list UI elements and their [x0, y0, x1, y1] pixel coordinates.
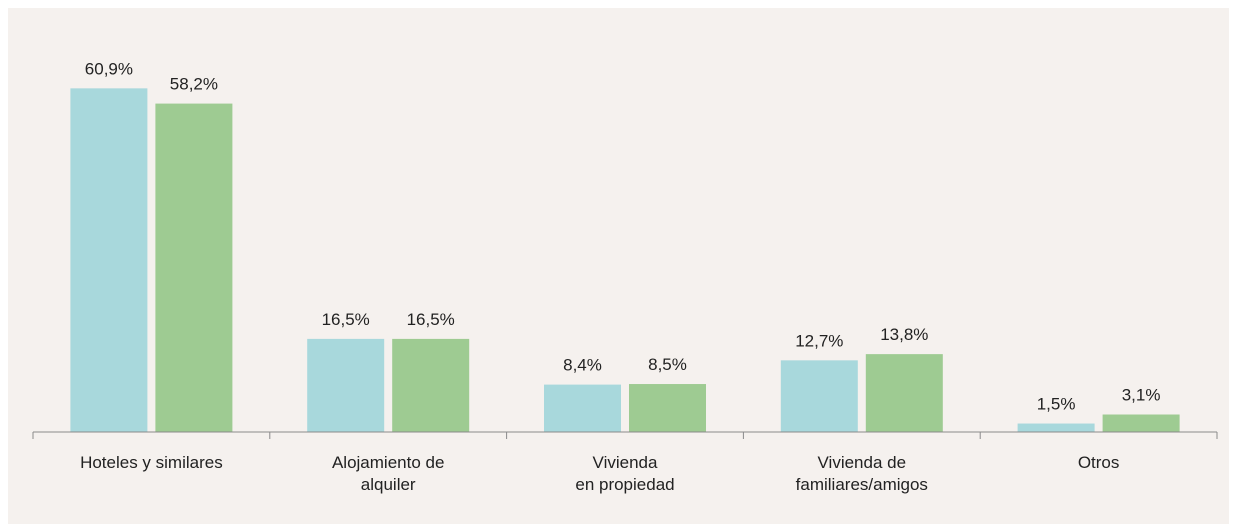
bar	[544, 384, 621, 432]
bar	[392, 338, 470, 432]
bar	[865, 354, 943, 432]
x-tick-label: Vivienda en propiedad	[575, 453, 674, 494]
value-label: 60,9%	[85, 59, 133, 78]
value-label: 12,7%	[795, 331, 843, 350]
bar	[307, 338, 385, 432]
value-label: 13,8%	[880, 325, 928, 344]
x-tick-label: Hoteles y similares	[80, 453, 223, 472]
value-label: 58,2%	[170, 75, 218, 94]
value-label: 1,5%	[1037, 395, 1076, 414]
value-label: 16,5%	[322, 310, 370, 329]
bar	[70, 88, 148, 432]
bar	[629, 384, 706, 432]
bar	[155, 103, 233, 432]
bar	[1017, 423, 1095, 432]
value-label: 8,4%	[563, 356, 602, 375]
x-tick-label: Alojamiento de alquiler	[332, 453, 444, 494]
x-tick-label: Otros	[1078, 453, 1120, 472]
bar	[780, 360, 858, 432]
value-label: 16,5%	[407, 310, 455, 329]
x-tick-label: Vivienda de familiares/amigos	[796, 453, 928, 494]
value-label: 8,5%	[648, 355, 687, 374]
value-label: 3,1%	[1122, 386, 1161, 405]
bar	[1102, 414, 1180, 432]
